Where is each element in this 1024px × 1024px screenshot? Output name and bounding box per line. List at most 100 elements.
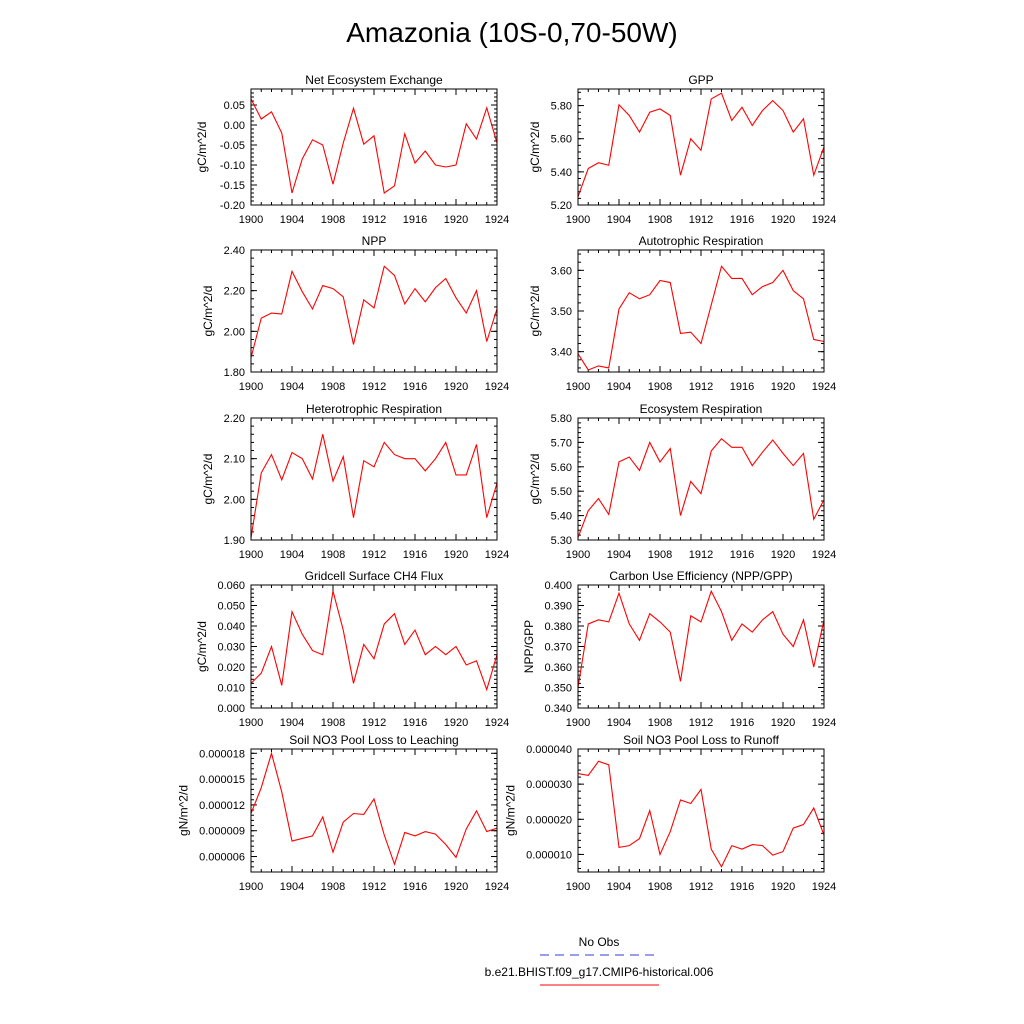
y-axis-label: NPP/GPP (522, 620, 536, 673)
x-tick-label: 1900 (566, 881, 590, 893)
x-tick-label: 1908 (321, 381, 345, 393)
y-axis-label: gC/m^2/d (528, 454, 542, 505)
panel: Soil NO3 Pool Loss to Runoff 1900 1904 1908… (503, 733, 836, 893)
y-tick-label: 0.340 (544, 703, 572, 715)
y-tick-label: 0.360 (544, 662, 572, 674)
legend-label: No Obs (579, 935, 620, 949)
y-tick-label: 0.000006 (199, 852, 245, 864)
x-tick-label: 1924 (485, 214, 509, 226)
x-tick-label: 1904 (280, 717, 304, 729)
y-tick-label: 5.30 (551, 535, 572, 547)
x-tick-label: 1920 (444, 381, 468, 393)
panel: Carbon Use Efficiency (NPP/GPP) 1900 1904 1… (522, 569, 836, 729)
x-tick-label: 1916 (403, 214, 427, 226)
plot-frame (250, 417, 498, 541)
series-line (578, 760, 824, 868)
x-tick-label: 1920 (444, 881, 468, 893)
panel-title: Heterotrophic Respiration (306, 402, 442, 416)
y-tick-label: 1.90 (224, 535, 245, 547)
y-tick-label: 0.040 (217, 621, 245, 633)
x-tick-label: 1904 (607, 549, 631, 561)
x-tick-label: 1924 (812, 381, 836, 393)
y-tick-label: 0.370 (544, 642, 572, 654)
panel-title: Net Ecosystem Exchange (305, 73, 443, 87)
y-tick-label: 2.10 (224, 454, 245, 466)
x-tick-label: 1904 (607, 381, 631, 393)
panel-title: Soil NO3 Pool Loss to Leaching (289, 733, 458, 747)
x-tick-label: 1900 (566, 717, 590, 729)
y-axis-label: gC/m^2/d (201, 454, 215, 505)
legend-label: b.e21.BHIST.f09_g17.CMIP6-historical.006 (485, 965, 714, 979)
x-tick-label: 1904 (280, 381, 304, 393)
panel: NPP 1900 1904 1908 1912 1916 1920 1924 2.40 2.20 2… (201, 234, 509, 393)
panel-title: Carbon Use Efficiency (NPP/GPP) (609, 569, 792, 583)
y-tick-label: 0.030 (217, 642, 245, 654)
y-tick-label: 3.50 (551, 306, 572, 318)
x-tick-label: 1912 (689, 214, 713, 226)
y-tick-label: 5.80 (551, 413, 572, 425)
y-tick-label: 5.60 (551, 134, 572, 146)
y-tick-label: 5.50 (551, 486, 572, 498)
y-tick-label: 0.000020 (526, 814, 572, 826)
x-tick-label: 1900 (239, 881, 263, 893)
series-line (251, 98, 497, 194)
series-line (251, 751, 497, 866)
x-tick-label: 1916 (403, 717, 427, 729)
x-tick-label: 1912 (689, 549, 713, 561)
series-line (578, 265, 824, 371)
series-line (251, 434, 497, 539)
y-tick-label: 0.000030 (526, 779, 572, 791)
plot-frame (577, 748, 825, 873)
series-line (578, 437, 824, 538)
y-tick-label: 5.40 (551, 511, 572, 523)
series-line (251, 591, 497, 692)
plot-frame (250, 88, 498, 206)
y-tick-label: 5.40 (551, 167, 572, 179)
x-tick-label: 1900 (566, 214, 590, 226)
x-tick-label: 1916 (403, 549, 427, 561)
x-tick-label: 1900 (566, 381, 590, 393)
y-tick-label: 0.00 (224, 120, 245, 132)
x-tick-label: 1916 (730, 881, 754, 893)
y-tick-label: 0.350 (544, 683, 572, 695)
x-tick-label: 1916 (403, 381, 427, 393)
series-line (578, 92, 824, 197)
x-tick-label: 1920 (444, 717, 468, 729)
x-tick-label: 1916 (730, 214, 754, 226)
x-tick-label: 1908 (321, 717, 345, 729)
y-tick-label: 3.40 (551, 347, 572, 359)
x-tick-label: 1908 (648, 549, 672, 561)
y-tick-label: 2.20 (224, 413, 245, 425)
x-tick-label: 1924 (485, 381, 509, 393)
y-tick-label: 0.060 (217, 580, 245, 592)
y-tick-label: 0.390 (544, 601, 572, 613)
x-tick-label: 1912 (362, 881, 386, 893)
y-tick-label: -0.10 (220, 160, 245, 172)
panel: Net Ecosystem Exchange 1900 1904 1908 1912 19… (195, 73, 509, 226)
x-tick-label: 1924 (812, 881, 836, 893)
y-tick-label: 5.80 (551, 101, 572, 113)
y-tick-label: 5.70 (551, 437, 572, 449)
y-tick-label: 0.000015 (199, 774, 245, 786)
y-axis-label: gC/m^2/d (528, 286, 542, 337)
x-tick-label: 1924 (812, 214, 836, 226)
x-tick-label: 1920 (771, 381, 795, 393)
x-tick-label: 1904 (280, 214, 304, 226)
x-tick-label: 1908 (648, 214, 672, 226)
plot-frame (250, 748, 498, 873)
x-tick-label: 1904 (607, 717, 631, 729)
plot-frame (577, 417, 825, 541)
y-tick-label: 1.80 (224, 367, 245, 379)
x-tick-label: 1924 (485, 881, 509, 893)
panel: Soil NO3 Pool Loss to Leaching 1900 1904 19… (176, 733, 509, 893)
x-tick-label: 1908 (321, 881, 345, 893)
x-tick-label: 1924 (812, 717, 836, 729)
panel-title: Autotrophic Respiration (639, 234, 764, 248)
y-tick-label: 0.000009 (199, 826, 245, 838)
y-tick-label: 0.380 (544, 621, 572, 633)
x-tick-label: 1920 (444, 214, 468, 226)
y-tick-label: 0.020 (217, 662, 245, 674)
x-tick-label: 1916 (403, 881, 427, 893)
y-tick-label: 2.20 (224, 286, 245, 298)
